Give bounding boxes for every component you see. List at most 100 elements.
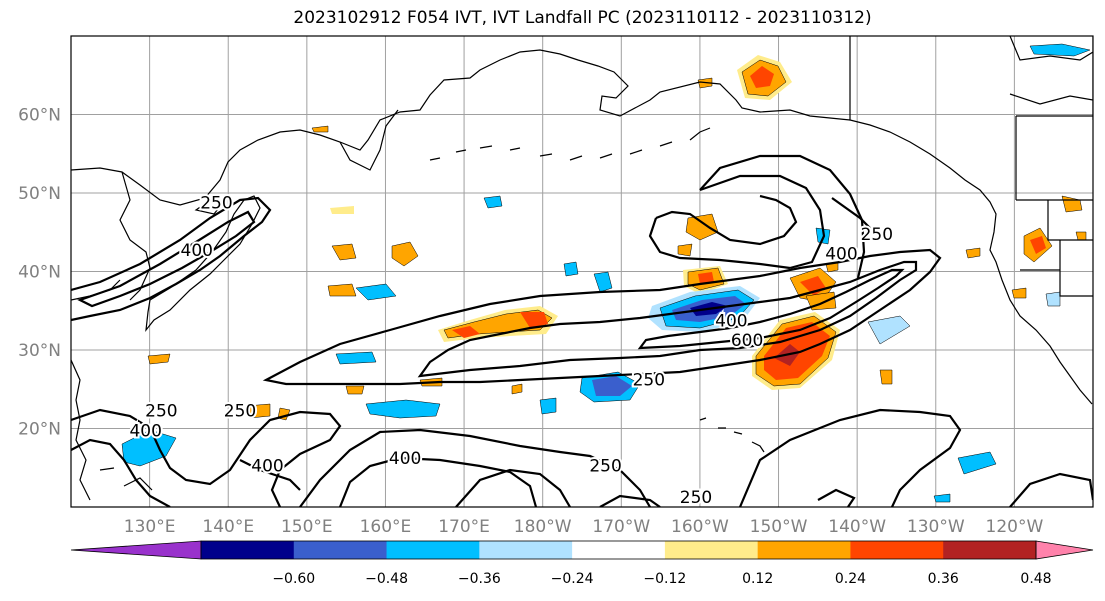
colorbar: −0.60 −0.48 −0.36 −0.24 −0.12 0.12 0.24 0.36 0.4… (70, 540, 1094, 587)
positive-anomaly-patch (147, 353, 171, 365)
contour-label-halo: 600 (731, 331, 763, 351)
negative-anomaly-patch (335, 351, 377, 365)
contour-label-halo: 400 (825, 245, 857, 265)
colorbar-tick-label: −0.48 (365, 571, 408, 587)
colorbar-bin (201, 541, 295, 559)
ivt-contour-250 (71, 196, 272, 322)
positive-anomaly-patch (1075, 231, 1087, 241)
colorbar-tick-label: −0.24 (551, 571, 594, 587)
colorbar-bin (386, 541, 480, 559)
ivt-contour-400 (648, 217, 791, 270)
contour-label-halo: 250 (589, 457, 621, 477)
contour-label: 400 (825, 245, 857, 265)
negative-anomaly-patch (539, 397, 557, 415)
ivt-contour-250 (1009, 472, 1093, 507)
positive-anomaly-patch (452, 326, 480, 338)
ivt-contour-400 (239, 459, 301, 491)
contour-label: 250 (200, 194, 232, 214)
ivt-contour-400 (338, 456, 538, 507)
contour-label: 400 (129, 421, 161, 441)
ivt-contours (71, 154, 1093, 507)
longitude-tick-label: 130°W (907, 517, 965, 537)
positive-anomaly-patch (245, 403, 271, 419)
colorbar-bin (572, 541, 666, 559)
colorbar-bin (479, 541, 573, 559)
positive-anomaly-patch (345, 385, 365, 395)
longitude-tick-label: 130°E (124, 517, 176, 537)
ivt-contour-250 (71, 408, 342, 507)
ivt-contour-250 (817, 488, 856, 507)
longitude-tick-label: 120°W (986, 517, 1044, 537)
ivt-contour-400 (77, 210, 256, 308)
positive-anomaly-patch (698, 272, 714, 284)
negative-anomaly-patch (592, 376, 632, 396)
colorbar-bin (943, 541, 1037, 559)
colorbar-extend-min (70, 540, 202, 560)
negative-anomaly-patch (867, 315, 911, 345)
positive-anomaly-patch (965, 247, 981, 259)
colorbar-tick-label: −0.12 (643, 571, 686, 587)
contour-label-halo: 400 (129, 421, 161, 441)
contour-label-halo: 250 (145, 402, 177, 422)
longitude-tick-label: 170°E (438, 517, 490, 537)
negative-anomaly-patch (1045, 291, 1061, 307)
positive-anomaly-patch (327, 283, 357, 297)
positive-anomaly-patch (685, 213, 719, 241)
positive-anomaly-patch (330, 206, 354, 214)
contour-label: 250 (224, 402, 256, 422)
ivt-contour-250 (262, 248, 942, 386)
contour-label: 400 (181, 241, 213, 261)
longitude-labels: 130°E 140°E 150°E 160°E 170°E 180°W 170°W 160°W… (124, 517, 1044, 537)
positive-anomaly-patch (1011, 287, 1027, 299)
longitude-tick-label: 140°W (828, 517, 886, 537)
latitude-tick-label: 30°N (18, 341, 61, 361)
ivt-contour-250 (299, 428, 651, 507)
latitude-labels: 20°N 30°N 40°N 50°N 60°N (18, 106, 61, 440)
colorbar-bin (757, 541, 851, 559)
positive-anomaly-patch (331, 243, 357, 261)
ivt-contour-400 (71, 438, 171, 507)
ivt-contour-600 (637, 268, 905, 350)
map-title: 2023102912 F054 IVT, IVT Landfall PC (20… (293, 8, 872, 28)
longitude-tick-label: 160°E (360, 517, 412, 537)
ivt-contour-250 (699, 154, 866, 279)
negative-anomaly-patch (365, 399, 441, 419)
ivt-contour-250 (738, 408, 962, 507)
contour-label: 250 (589, 457, 621, 477)
colorbar-tick-label: −0.36 (458, 571, 501, 587)
ivt-contour-250 (599, 494, 661, 507)
contour-label: 250 (861, 225, 893, 245)
longitude-tick-label: 140°E (202, 517, 254, 537)
colorbar-outline (200, 540, 1037, 560)
contour-label: 400 (389, 449, 421, 469)
negative-anomaly-patch (483, 195, 503, 209)
positive-anomaly-patch (311, 125, 329, 133)
contour-label-halo: 250 (200, 194, 232, 214)
colorbar-tick-label: 0.24 (835, 571, 866, 587)
colorbar-tick-label: 0.36 (928, 571, 959, 587)
negative-anomaly-patch (933, 493, 951, 503)
longitude-tick-label: 150°W (750, 517, 808, 537)
graticule (71, 36, 1093, 507)
positive-anomaly-patch (750, 66, 774, 88)
colorbar-tick-label: −0.60 (272, 571, 315, 587)
map-frame (70, 35, 1094, 508)
ivt-contour-400 (655, 194, 798, 246)
contour-label: 250 (680, 488, 712, 508)
contour-label-halo: 400 (715, 311, 747, 331)
colorbar-tick-label: 0.48 (1020, 571, 1051, 587)
contour-label: 250 (633, 370, 665, 390)
colorbar-tick-label: 0.12 (742, 571, 773, 587)
latitude-tick-label: 60°N (18, 106, 61, 126)
longitude-tick-label: 170°W (592, 517, 650, 537)
contour-label: 400 (715, 311, 747, 331)
contour-label-halo: 400 (181, 241, 213, 261)
positive-anomaly-patch (1030, 236, 1046, 254)
ivt-contour-250 (699, 174, 826, 270)
negative-anomaly-patch (1029, 43, 1091, 57)
contour-label: 250 (145, 402, 177, 422)
contour-label-halo: 250 (633, 370, 665, 390)
positive-anomaly-patch (677, 243, 693, 257)
positive-anomaly-patch (520, 312, 548, 328)
